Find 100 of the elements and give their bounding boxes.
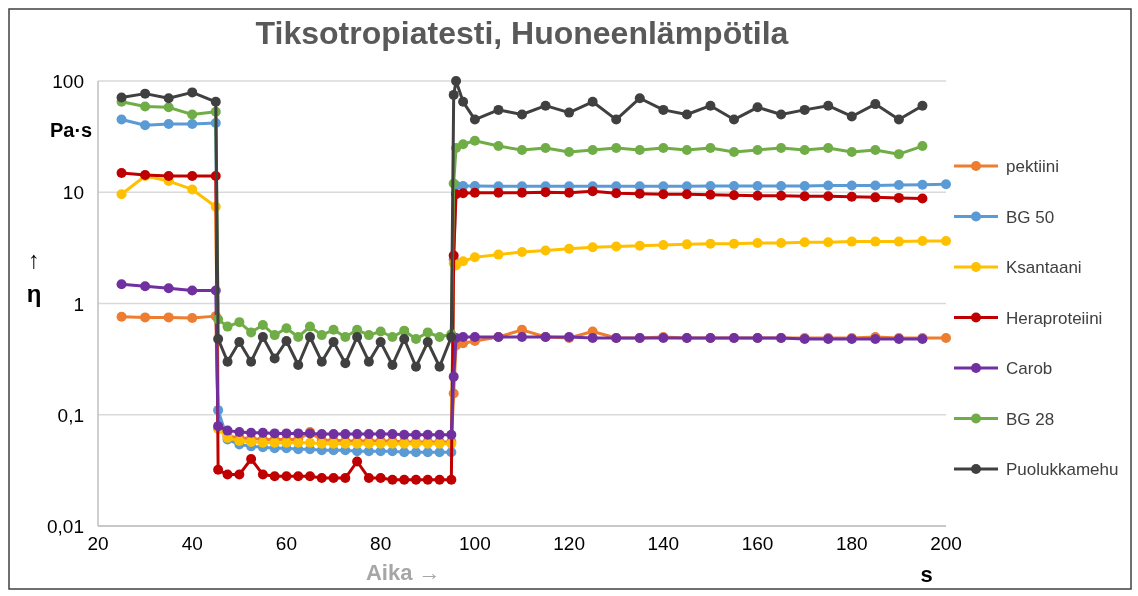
point (540, 187, 551, 198)
point (752, 237, 763, 248)
point (540, 100, 551, 111)
point (116, 114, 127, 125)
point (451, 76, 462, 86)
point (246, 327, 257, 338)
point (116, 189, 127, 200)
point (163, 283, 174, 294)
point (116, 167, 127, 178)
point (517, 247, 527, 258)
point (269, 428, 280, 439)
point (917, 193, 928, 204)
point (399, 447, 410, 458)
point (705, 238, 716, 249)
point (340, 429, 351, 440)
point (658, 104, 669, 115)
point (634, 188, 645, 199)
y-tick-label: 10 (62, 182, 84, 204)
legend-label: BG 28 (1006, 409, 1055, 429)
point (893, 114, 904, 125)
x-tick-label: 140 (647, 533, 680, 554)
point (469, 114, 480, 125)
point (187, 109, 198, 120)
point (587, 332, 598, 343)
y-tick-label: 0,1 (57, 404, 84, 426)
point (799, 180, 810, 191)
point (411, 474, 421, 485)
point (422, 474, 433, 485)
y-tick-label: 0,01 (47, 516, 84, 537)
legend-label: Puolukkamehu (1006, 460, 1119, 479)
legend-label: Carob (1006, 359, 1053, 378)
point (870, 180, 881, 191)
point (564, 107, 575, 118)
point (705, 100, 716, 111)
point (823, 142, 834, 153)
point (846, 236, 857, 247)
y-tick-label: 1 (73, 293, 84, 315)
point (281, 471, 292, 482)
point (517, 109, 527, 120)
point (658, 189, 669, 200)
point (411, 361, 421, 372)
point (729, 147, 739, 158)
point (587, 242, 598, 253)
point (634, 240, 645, 251)
x-tick-label: 160 (741, 533, 774, 554)
point (305, 331, 315, 342)
point (316, 330, 327, 341)
point (917, 179, 928, 190)
point (776, 109, 787, 120)
point (140, 101, 151, 112)
point (846, 180, 857, 191)
x-tick-label: 40 (181, 533, 203, 554)
point (187, 313, 198, 324)
x-tick-label: 100 (459, 533, 491, 554)
point (387, 429, 398, 440)
point (387, 360, 398, 370)
point (564, 187, 575, 198)
point (681, 144, 692, 155)
point (293, 471, 304, 482)
point (776, 190, 787, 201)
point (705, 180, 716, 191)
point (517, 331, 527, 342)
point (257, 427, 268, 438)
point (328, 337, 339, 348)
point (469, 187, 480, 198)
point (363, 429, 374, 440)
point (140, 281, 151, 292)
point (564, 147, 575, 158)
point (434, 429, 445, 440)
point (293, 360, 304, 370)
point (658, 240, 669, 251)
y-tick-label: 100 (52, 71, 84, 92)
point (752, 190, 763, 201)
point (776, 237, 787, 248)
x-tick-label: 180 (835, 533, 868, 554)
point (611, 142, 622, 153)
point (681, 189, 692, 200)
point (375, 429, 386, 440)
point (458, 331, 469, 342)
point (517, 187, 527, 198)
point (363, 330, 374, 341)
legend-label: BG 50 (1006, 207, 1055, 227)
point (799, 191, 810, 202)
point (776, 142, 787, 153)
point (187, 184, 198, 195)
point (493, 141, 504, 152)
point (434, 361, 445, 372)
point (411, 333, 421, 344)
point (352, 429, 363, 440)
point (434, 474, 445, 485)
point (893, 192, 904, 203)
point (163, 170, 174, 181)
point (140, 312, 151, 323)
point (422, 327, 433, 338)
point (305, 471, 315, 482)
x-tick-label: 200 (930, 533, 962, 554)
point (328, 429, 339, 440)
point (375, 337, 386, 348)
point (634, 93, 645, 104)
point (340, 473, 351, 484)
